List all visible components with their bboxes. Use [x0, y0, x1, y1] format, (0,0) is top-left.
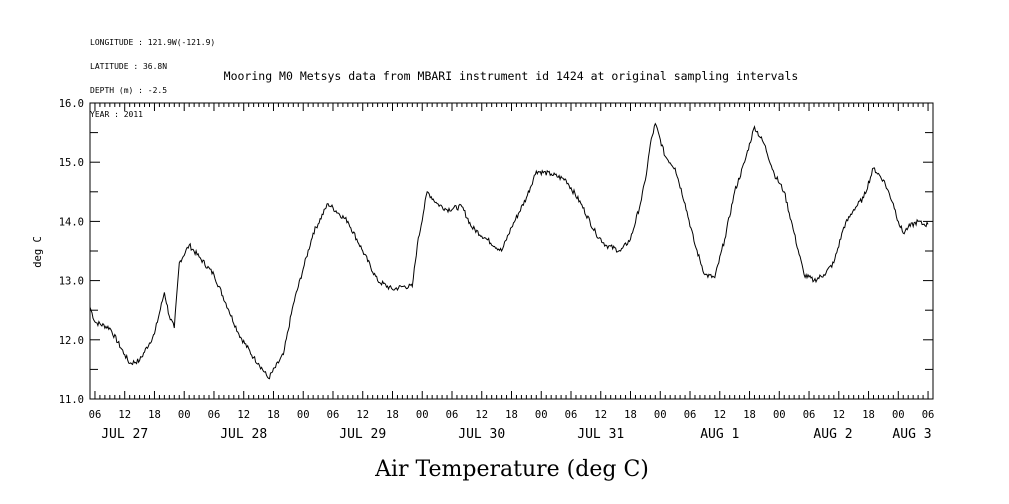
- x-tick-label: 00: [654, 409, 667, 421]
- y-tick-label: 13.0: [59, 276, 84, 288]
- x-tick-label: 06: [803, 409, 816, 421]
- x-day-label: AUG 2: [813, 427, 852, 442]
- x-tick-label: 12: [832, 409, 845, 421]
- x-tick-label: 12: [475, 409, 488, 421]
- x-tick-label: 06: [327, 409, 340, 421]
- x-tick-label: 18: [505, 409, 518, 421]
- x-tick-label: 00: [892, 409, 905, 421]
- x-tick-label: 06: [89, 409, 102, 421]
- x-tick-label: 18: [386, 409, 399, 421]
- x-tick-label: 12: [713, 409, 726, 421]
- x-day-label: JUL 27: [101, 427, 148, 442]
- x-day-label: JUL 29: [339, 427, 386, 442]
- tick-labels-group: 11.0 12.0 13.0 14.0 15.0 16.0 06 12 18 00 06 12 18 00…: [59, 98, 935, 442]
- x-tick-label: 12: [594, 409, 607, 421]
- x-day-label: JUL 30: [458, 427, 505, 442]
- x-day-label: JUL 31: [577, 427, 624, 442]
- axes-group: [89, 102, 934, 400]
- x-tick-label: 18: [624, 409, 637, 421]
- y-tick-label: 14.0: [59, 216, 84, 228]
- y-tick-label: 12.0: [59, 335, 84, 347]
- chart-title: Mooring M0 Metsys data from MBARI instru…: [224, 69, 799, 83]
- x-tick-label: 06: [208, 409, 221, 421]
- x-day-label: JUL 28: [220, 427, 267, 442]
- plot-frame: [89, 102, 934, 400]
- x-tick-label: 06: [565, 409, 578, 421]
- x-axis-label: Air Temperature (deg C): [374, 457, 649, 482]
- x-tick-label: 06: [446, 409, 459, 421]
- x-tick-label: 18: [148, 409, 161, 421]
- x-day-label: AUG 1: [700, 427, 739, 442]
- latitude-text: LATITUDE : 36.8N: [90, 62, 168, 71]
- x-tick-label: 06: [684, 409, 697, 421]
- x-tick-label: 00: [297, 409, 310, 421]
- y-tick-label: 16.0: [59, 98, 84, 110]
- x-tick-label: 00: [178, 409, 191, 421]
- x-tick-label: 18: [743, 409, 756, 421]
- x-tick-label: 18: [267, 409, 280, 421]
- x-tick-label: 00: [773, 409, 786, 421]
- y-tick-label: 15.0: [59, 157, 84, 169]
- x-tick-label: 00: [416, 409, 429, 421]
- ticks-group: [89, 102, 934, 400]
- longitude-text: LONGITUDE : 121.9W(-121.9): [90, 38, 216, 47]
- x-day-label: AUG 3: [892, 427, 931, 442]
- x-tick-label: 06: [922, 409, 935, 421]
- depth-text: DEPTH (m) : -2.5: [90, 86, 168, 95]
- x-tick-label: 00: [535, 409, 548, 421]
- year-text: YEAR : 2011: [90, 110, 143, 119]
- x-tick-label: 18: [862, 409, 875, 421]
- y-tick-label: 11.0: [59, 394, 84, 406]
- metadata-block: LONGITUDE : 121.9W(-121.9) LATITUDE : 36…: [90, 23, 215, 127]
- y-axis-label: deg C: [32, 236, 44, 268]
- x-tick-label: 12: [237, 409, 250, 421]
- series-line: [89, 122, 929, 380]
- x-tick-label: 12: [118, 409, 131, 421]
- x-tick-label: 12: [356, 409, 369, 421]
